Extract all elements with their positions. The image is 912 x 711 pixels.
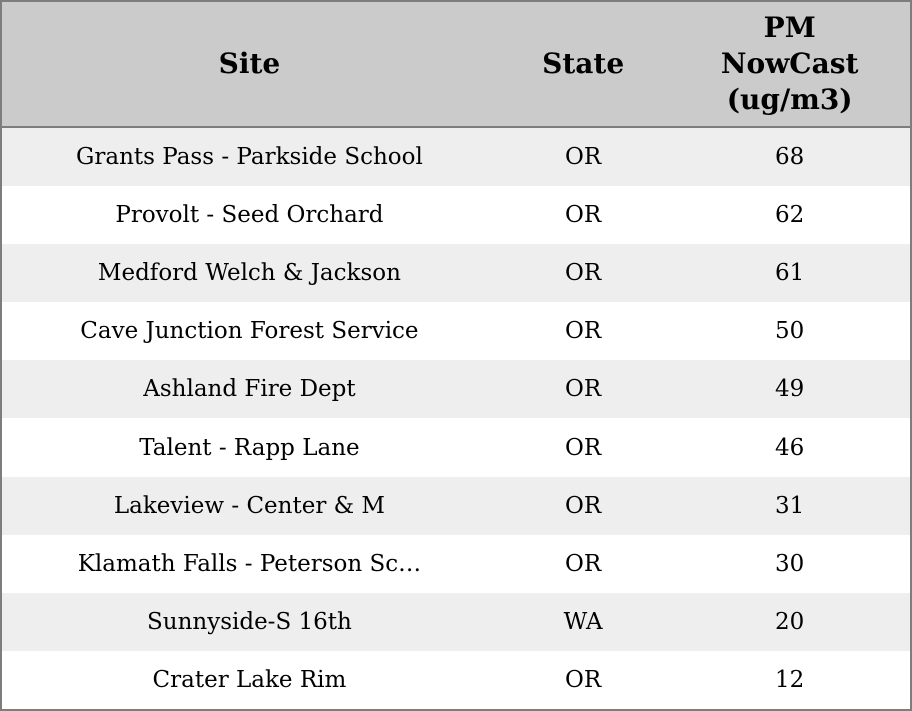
column-header-site-label: Site — [218, 47, 281, 80]
cell-state: WA — [563, 608, 603, 635]
cell-site: Klamath Falls - Peterson Sc… — [77, 550, 422, 577]
cell-site: Sunnyside-S 16th — [147, 608, 352, 635]
cell-site: Ashland Fire Dept — [143, 376, 356, 403]
table-row[interactable]: Crater Lake Rim OR 12 — [2, 650, 910, 709]
cell-pm-nowcast: 68 — [775, 144, 805, 171]
table-row[interactable]: Sunnyside-S 16th WA 20 — [2, 592, 910, 651]
cell-state: OR — [565, 260, 602, 287]
table-body: Grants Pass - Parkside School OR 68 Prov… — [2, 128, 910, 709]
cell-pm-nowcast: 30 — [775, 550, 805, 577]
cell-pm-nowcast: 49 — [775, 376, 805, 403]
cell-state: OR — [565, 376, 602, 403]
cell-state: OR — [565, 318, 602, 345]
cell-state: OR — [565, 144, 602, 171]
cell-state: OR — [565, 550, 602, 577]
cell-pm-nowcast: 31 — [775, 492, 805, 519]
column-header-state-label: State — [542, 47, 625, 80]
table-row[interactable]: Cave Junction Forest Service OR 50 — [2, 302, 910, 361]
table-header-row: Site State PM NowCast (ug/m3) — [2, 2, 910, 128]
cell-pm-nowcast: 46 — [775, 434, 805, 461]
table-row[interactable]: Provolt - Seed Orchard OR 62 — [2, 186, 910, 245]
cell-site: Lakeview - Center & M — [113, 492, 385, 519]
cell-pm-nowcast: 50 — [775, 318, 805, 345]
table-row[interactable]: Lakeview - Center & M OR 31 — [2, 476, 910, 535]
cell-site: Medford Welch & Jackson — [97, 260, 401, 287]
cell-state: OR — [565, 666, 602, 693]
column-header-pm-nowcast-label: PM NowCast (ug/m3) — [720, 11, 859, 116]
cell-site: Cave Junction Forest Service — [80, 318, 419, 345]
cell-pm-nowcast: 20 — [775, 608, 805, 635]
cell-site: Grants Pass - Parkside School — [76, 144, 423, 171]
cell-pm-nowcast: 62 — [775, 202, 805, 229]
cell-state: OR — [565, 434, 602, 461]
table-row[interactable]: Grants Pass - Parkside School OR 68 — [2, 128, 910, 187]
cell-state: OR — [565, 202, 602, 229]
cell-site: Crater Lake Rim — [152, 666, 347, 693]
table-row[interactable]: Klamath Falls - Peterson Sc… OR 30 — [2, 534, 910, 593]
cell-state: OR — [565, 492, 602, 519]
table-row[interactable]: Medford Welch & Jackson OR 61 — [2, 244, 910, 303]
column-header-pm-nowcast: PM NowCast (ug/m3) — [669, 2, 910, 126]
cell-site: Provolt - Seed Orchard — [115, 202, 384, 229]
table-row[interactable]: Talent - Rapp Lane OR 46 — [2, 418, 910, 477]
column-header-site: Site — [2, 2, 497, 126]
cell-pm-nowcast: 61 — [775, 260, 805, 287]
cell-pm-nowcast: 12 — [775, 666, 805, 693]
column-header-state: State — [497, 2, 670, 126]
table-row[interactable]: Ashland Fire Dept OR 49 — [2, 360, 910, 419]
cell-site: Talent - Rapp Lane — [139, 434, 360, 461]
